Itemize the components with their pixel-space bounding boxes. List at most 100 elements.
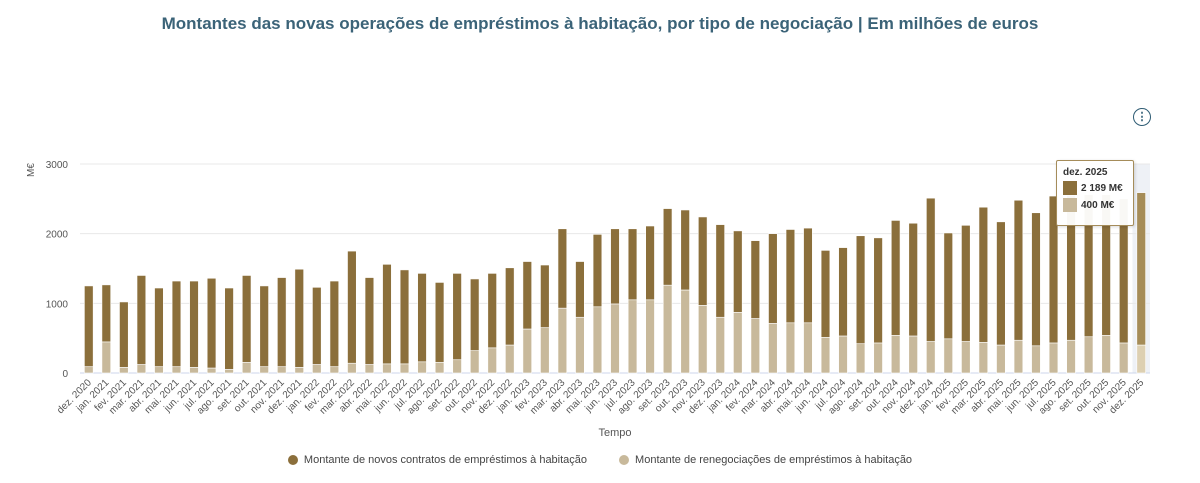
bar-renegociacoes bbox=[277, 366, 287, 374]
bar-renegociacoes bbox=[610, 303, 620, 374]
bar-renegociacoes bbox=[294, 367, 304, 374]
bar-novos bbox=[785, 229, 796, 324]
legend-label: Montante de novos contratos de empréstim… bbox=[303, 454, 588, 466]
bar-renegociacoes bbox=[469, 350, 480, 374]
legend-item-novos[interactable]: Montante de novos contratos de empréstim… bbox=[287, 454, 588, 466]
bar-novos bbox=[434, 282, 445, 363]
bar-novos bbox=[592, 234, 603, 308]
bar-renegociacoes bbox=[750, 318, 761, 374]
bar-novos bbox=[171, 280, 182, 368]
bar-novos bbox=[136, 275, 147, 365]
bar-novos bbox=[224, 287, 234, 370]
bar-renegociacoes bbox=[996, 344, 1006, 374]
bar-renegociacoes bbox=[557, 307, 568, 374]
bar-novos bbox=[908, 222, 918, 337]
bar-novos bbox=[820, 250, 831, 338]
bar-novos bbox=[926, 197, 936, 342]
bar-novos bbox=[890, 220, 901, 336]
bar-renegociacoes bbox=[119, 367, 129, 374]
bar-novos bbox=[680, 209, 690, 291]
bar-renegociacoes bbox=[101, 341, 111, 374]
legend: Montante de novos contratos de empréstim… bbox=[0, 454, 1200, 466]
bar-renegociacoes bbox=[908, 335, 918, 374]
bar-renegociacoes bbox=[680, 289, 690, 374]
bar-renegociacoes bbox=[487, 347, 497, 374]
bar-renegociacoes bbox=[873, 342, 883, 374]
tooltip-value-novos: 2 189 M€ bbox=[1081, 182, 1123, 194]
bar-renegociacoes bbox=[1048, 342, 1059, 374]
y-tick-label: 3000 bbox=[46, 160, 69, 171]
bar-renegociacoes bbox=[540, 327, 550, 374]
legend-label: Montante de renegociações de empréstimos… bbox=[635, 454, 913, 466]
bar-novos bbox=[241, 275, 252, 363]
bar-renegociacoes bbox=[259, 366, 269, 374]
bar-novos bbox=[452, 273, 462, 361]
bar-novos bbox=[855, 235, 866, 345]
bar-novos bbox=[1136, 192, 1146, 346]
bar-novos bbox=[101, 284, 111, 343]
bar-renegociacoes bbox=[1119, 342, 1129, 374]
bar-novos bbox=[312, 287, 322, 365]
bar-novos bbox=[978, 206, 989, 343]
bar-novos bbox=[645, 225, 655, 301]
bar-renegociacoes bbox=[978, 342, 989, 374]
bar-novos bbox=[522, 261, 532, 330]
bar-novos bbox=[487, 273, 497, 349]
bar-novos bbox=[768, 233, 778, 324]
bar-novos bbox=[715, 224, 725, 318]
chart-title: Montantes das novas operações de emprést… bbox=[161, 14, 1039, 33]
bar-renegociacoes bbox=[662, 284, 673, 374]
bar-novos bbox=[206, 277, 217, 369]
bar-renegociacoes bbox=[1031, 345, 1041, 374]
bar-renegociacoes bbox=[838, 335, 848, 374]
bar-renegociacoes bbox=[417, 361, 427, 374]
bar-renegociacoes bbox=[224, 369, 234, 374]
bar-novos bbox=[329, 280, 340, 368]
tooltip-swatch-renegociacoes bbox=[1063, 198, 1077, 212]
bar-renegociacoes bbox=[627, 299, 638, 374]
legend-dot-icon bbox=[619, 455, 630, 465]
bar-novos bbox=[733, 230, 743, 313]
legend-dot-icon bbox=[287, 455, 298, 465]
bar-novos bbox=[119, 301, 129, 368]
bar-renegociacoes bbox=[733, 312, 743, 374]
bar-renegociacoes bbox=[522, 328, 532, 374]
bar-renegociacoes bbox=[1066, 339, 1076, 374]
bar-renegociacoes bbox=[189, 367, 199, 374]
bar-renegociacoes bbox=[855, 343, 866, 374]
bar-novos bbox=[1013, 199, 1024, 341]
bar-novos bbox=[698, 216, 708, 306]
bar-novos bbox=[259, 285, 269, 368]
bar-renegociacoes bbox=[382, 363, 392, 374]
y-axis-label: M€ bbox=[26, 163, 37, 177]
x-axis-label: Tempo bbox=[598, 427, 631, 439]
info-circle-icon[interactable]: ⋮ bbox=[1133, 108, 1151, 126]
bar-novos bbox=[154, 287, 164, 368]
bar-renegociacoes bbox=[768, 323, 778, 374]
bar-renegociacoes bbox=[575, 316, 585, 374]
bar-renegociacoes bbox=[364, 364, 375, 374]
bar-renegociacoes bbox=[347, 362, 357, 374]
bar-novos bbox=[399, 269, 410, 365]
bar-renegociacoes bbox=[926, 341, 936, 374]
bar-renegociacoes bbox=[943, 338, 953, 374]
bar-renegociacoes bbox=[698, 305, 708, 374]
bar-novos bbox=[1031, 212, 1041, 347]
bar-renegociacoes bbox=[1083, 336, 1094, 374]
bar-renegociacoes bbox=[820, 337, 831, 374]
bar-novos bbox=[347, 250, 357, 364]
bar-renegociacoes bbox=[1013, 339, 1024, 374]
bar-novos bbox=[803, 227, 813, 324]
bar-renegociacoes bbox=[312, 364, 322, 374]
bar-novos bbox=[417, 273, 427, 363]
bar-novos bbox=[294, 268, 304, 368]
legend-item-renegociacoes[interactable]: Montante de renegociações de empréstimos… bbox=[619, 454, 912, 466]
bar-renegociacoes bbox=[434, 362, 445, 374]
bar-novos bbox=[382, 264, 392, 365]
bar-renegociacoes bbox=[803, 322, 813, 374]
bar-novos bbox=[996, 221, 1006, 346]
bar-novos bbox=[750, 240, 761, 319]
bar-novos bbox=[84, 285, 94, 368]
